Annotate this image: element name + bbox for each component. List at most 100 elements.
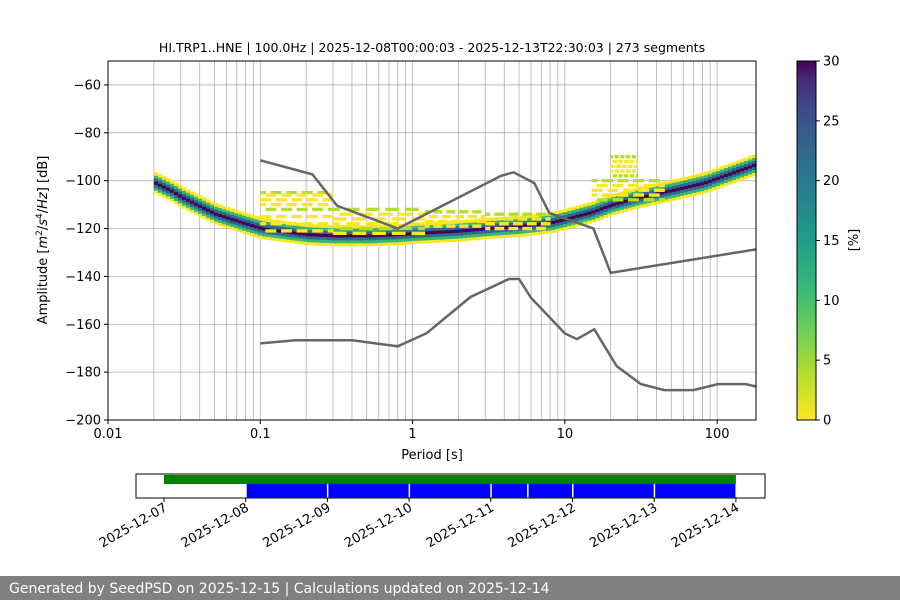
heat-cell	[675, 190, 681, 194]
heat-cell	[426, 221, 432, 226]
heat-cell	[426, 233, 432, 238]
heat-cell	[238, 229, 243, 233]
heat-cell	[197, 204, 203, 208]
heat-cell	[635, 187, 641, 191]
heat-cell	[306, 241, 312, 246]
heat-cell	[430, 227, 436, 232]
heat-cell	[352, 231, 360, 235]
heat-cell	[687, 190, 693, 195]
heat-cell	[607, 198, 613, 202]
heat-cell	[339, 226, 347, 231]
heat-cell	[238, 220, 243, 224]
heat-cell	[374, 242, 380, 247]
heat-cell	[386, 242, 392, 246]
heat-cell	[290, 236, 295, 241]
heat-cell	[622, 193, 629, 197]
heat-cell	[719, 181, 725, 185]
heat-cell	[428, 219, 434, 224]
heat-cell	[258, 229, 263, 233]
heat-cell	[306, 223, 312, 228]
heat-cell	[318, 239, 324, 243]
heat-cell	[169, 186, 175, 190]
heat-cell	[394, 223, 400, 228]
heat-cell	[378, 233, 384, 237]
heat-cell	[535, 231, 540, 235]
heat-cell	[671, 182, 677, 186]
heat-cell	[663, 187, 669, 191]
heat-cell	[622, 188, 629, 192]
heat-cell	[699, 187, 705, 192]
heat-cell	[503, 225, 508, 229]
heat-cell	[619, 209, 625, 213]
heat-cell	[275, 214, 282, 219]
heat-cell	[330, 236, 336, 241]
heat-cell	[739, 158, 745, 163]
heat-cell	[450, 232, 456, 236]
heat-cell	[153, 190, 159, 194]
heat-cell	[618, 164, 621, 168]
heat-cell	[483, 233, 488, 237]
heat-cell	[193, 202, 199, 206]
heat-cell	[346, 226, 354, 231]
heat-cell	[511, 225, 516, 229]
heat-cell	[631, 203, 637, 207]
heat-cell	[623, 208, 629, 212]
heat-cell	[410, 225, 416, 230]
heat-cell	[161, 179, 167, 183]
heat-cell	[424, 219, 430, 224]
heat-cell	[540, 222, 546, 226]
heat-cell	[491, 232, 496, 236]
heat-cell	[483, 224, 488, 228]
heat-cell	[507, 231, 512, 235]
heat-cell	[370, 242, 376, 247]
heat-cell	[675, 181, 681, 185]
heat-cell	[719, 169, 725, 173]
heat-cell	[242, 224, 247, 228]
heat-cell	[739, 164, 745, 169]
heat-cell	[218, 222, 223, 226]
heat-cell	[352, 217, 360, 221]
heat-cell	[551, 214, 556, 218]
heat-cell	[326, 242, 332, 247]
heat-cell	[667, 183, 673, 187]
heat-cell	[193, 205, 199, 209]
heat-cell	[579, 216, 584, 220]
heat-cell	[503, 228, 508, 232]
heat-cell	[715, 173, 721, 177]
heat-cell	[531, 222, 537, 226]
heat-cell	[390, 239, 396, 243]
heat-cell	[246, 231, 251, 235]
heat-cell	[358, 225, 364, 229]
heat-cell	[301, 193, 308, 197]
heat-cell	[286, 227, 291, 231]
heat-cell	[599, 201, 605, 205]
heat-cell	[278, 226, 283, 230]
heat-cell	[424, 210, 430, 214]
heat-cell	[286, 236, 291, 240]
heat-cell	[402, 235, 408, 239]
heat-cell	[446, 238, 452, 243]
heat-cell	[607, 210, 613, 214]
nhnm-line	[259, 159, 757, 275]
heat-cell	[189, 200, 195, 204]
heat-cell	[458, 220, 464, 224]
heat-cell	[487, 217, 492, 222]
heat-cell	[322, 233, 328, 237]
heat-cell	[747, 168, 753, 172]
heat-cell	[157, 177, 163, 181]
heat-cell	[338, 237, 344, 241]
heat-cell	[426, 227, 432, 232]
heat-cell	[739, 176, 745, 181]
heat-cell	[499, 222, 505, 226]
heat-cell	[735, 172, 741, 176]
heat-cell	[517, 222, 523, 226]
heat-cell	[296, 229, 303, 233]
heat-cell	[418, 212, 426, 216]
heat-cell	[648, 198, 655, 202]
heat-cell	[631, 206, 637, 210]
heat-cell	[695, 182, 701, 187]
heat-cell	[675, 193, 681, 197]
heat-cell	[270, 229, 277, 233]
heat-cell	[715, 185, 721, 189]
heat-cell	[612, 164, 616, 168]
